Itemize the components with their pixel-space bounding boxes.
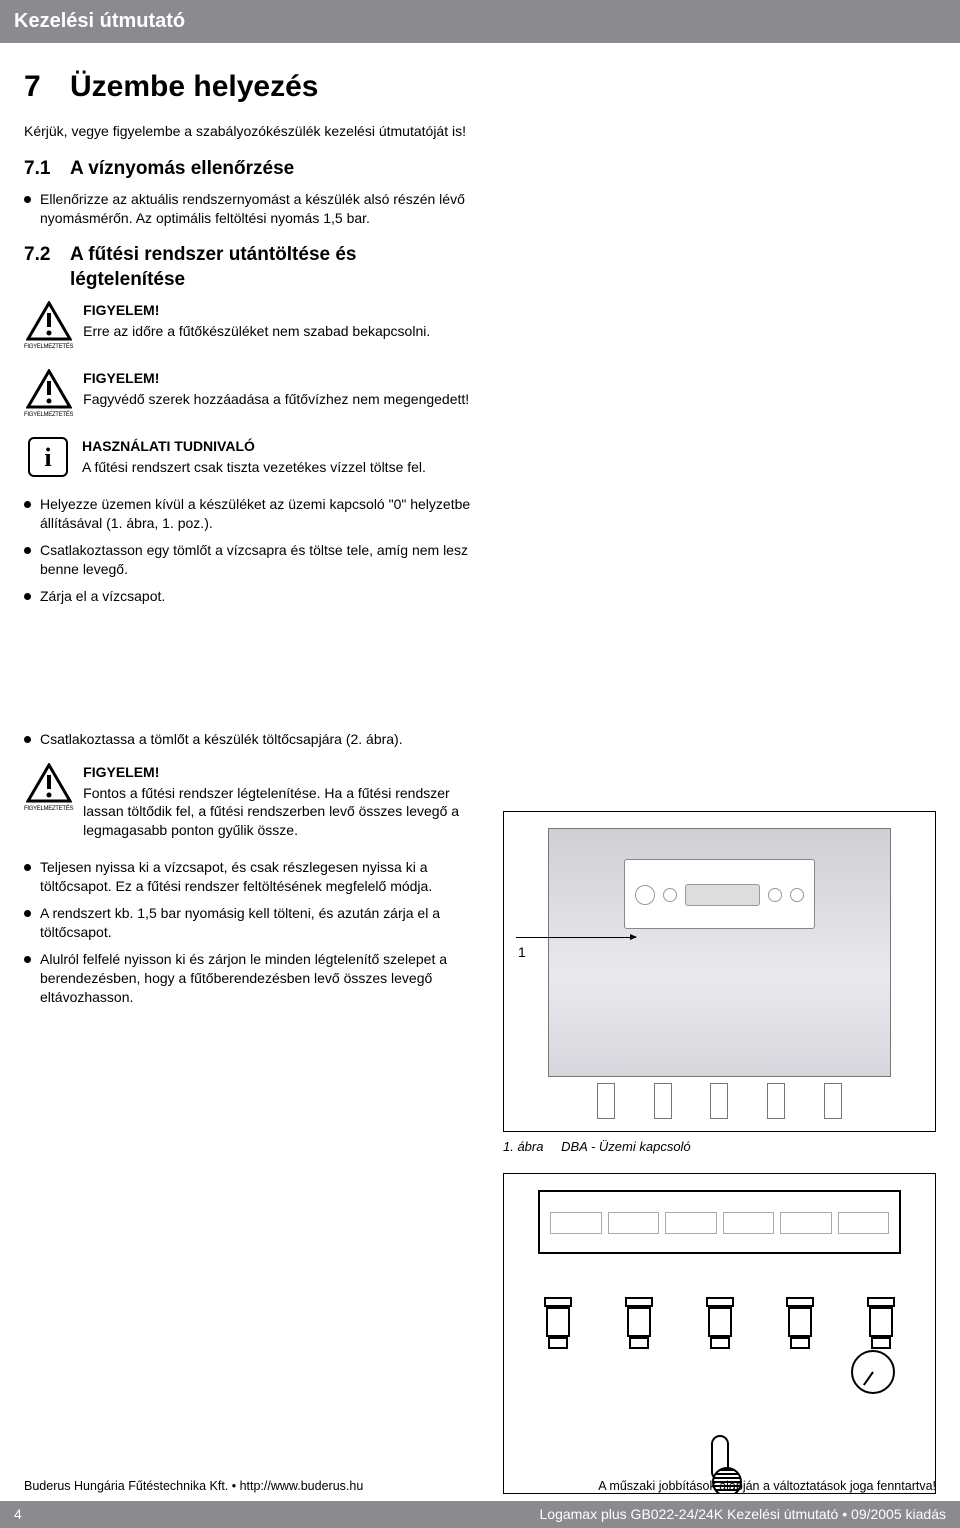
footer-disclaimer: A műszaki jobbítások alapján a változtat… [598, 1478, 936, 1495]
section-7-2-number: 7.2 [24, 242, 70, 268]
list-item: Csatlakoztassa a tömlőt a készülék töltő… [24, 730, 479, 749]
figure-1-pointer-label: 1 [518, 943, 526, 962]
list-item: Ellenőrizze az aktuális rendszernyomást … [24, 190, 479, 228]
section-7-1-list: Ellenőrizze az aktuális rendszernyomást … [24, 190, 479, 228]
section-7-1-heading: 7.1A víznyomás ellenőrzése [24, 156, 479, 182]
header-title: Kezelési útmutató [14, 10, 185, 32]
info-text: A fűtési rendszert csak tiszta vezetékes… [82, 458, 426, 477]
section-7-2-title: A fűtési rendszer utántöltése és légtele… [70, 242, 475, 293]
page-body: 7Üzembe helyezés Kérjük, vegye figyelemb… [0, 43, 960, 1528]
figure-1: 1 [503, 811, 936, 1132]
left-column: 7Üzembe helyezés Kérjük, vegye figyelemb… [24, 61, 479, 1518]
warning-icon: FIGYELMEZTETÉS [24, 301, 73, 351]
warning-caption: FIGYELMEZTETÉS [24, 805, 73, 813]
header-bar: Kezelési útmutató [0, 0, 960, 43]
warning-1: FIGYELMEZTETÉS FIGYELEM! Erre az időre a… [24, 301, 479, 351]
chapter-title: Üzembe helyezés [70, 70, 318, 103]
warning-title: FIGYELEM! [83, 369, 469, 388]
warning-title: FIGYELEM! [83, 763, 479, 782]
figure-1-caption: 1. ábra DBA - Üzemi kapcsoló [503, 1138, 936, 1156]
figure-1-label: 1. ábra [503, 1139, 543, 1154]
warning-3: FIGYELMEZTETÉS FIGYELEM! Fontos a fűtési… [24, 763, 479, 841]
steps-c-list: Teljesen nyissa ki a vízcsapot, és csak … [24, 858, 479, 1006]
section-7-2-heading: 7.2A fűtési rendszer utántöltése és légt… [24, 242, 479, 293]
warning-text: Fagyvédő szerek hozzáadása a fűtővízhez … [83, 390, 469, 409]
list-item: A rendszert kb. 1,5 bar nyomásig kell tö… [24, 904, 479, 942]
section-7-1-number: 7.1 [24, 156, 70, 182]
chapter-heading: 7Üzembe helyezés [24, 67, 479, 108]
list-item: Alulról felfelé nyisson ki és zárjon le … [24, 950, 479, 1007]
warning-caption: FIGYELMEZTETÉS [24, 343, 73, 351]
info-title: HASZNÁLATI TUDNIVALÓ [82, 437, 426, 456]
section-7-1-title: A víznyomás ellenőrzése [70, 156, 475, 182]
footer-page-number: 4 [14, 1505, 22, 1524]
figure-2 [503, 1173, 936, 1494]
warning-icon: FIGYELMEZTETÉS [24, 369, 73, 419]
intro-paragraph: Kérjük, vegye figyelembe a szabályozókés… [24, 122, 479, 141]
list-item: Teljesen nyissa ki a vízcsapot, és csak … [24, 858, 479, 896]
footer: Buderus Hungária Fűtéstechnika Kft. • ht… [0, 1473, 960, 1528]
warning-2: FIGYELMEZTETÉS FIGYELEM! Fagyvédő szerek… [24, 369, 479, 419]
warning-caption: FIGYELMEZTETÉS [24, 411, 73, 419]
warning-text: Fontos a fűtési rendszer légtelenítése. … [83, 784, 479, 841]
footer-doc-title: Logamax plus GB022-24/24K Kezelési útmut… [540, 1505, 947, 1524]
figure-1-text: DBA - Üzemi kapcsoló [561, 1139, 691, 1154]
right-column: 1 1. ábra DBA - Üzemi kapcsoló [503, 61, 936, 1518]
chapter-number: 7 [24, 67, 70, 108]
warning-icon: FIGYELMEZTETÉS [24, 763, 73, 813]
steps-b-list: Csatlakoztassa a tömlőt a készülék töltő… [24, 730, 479, 749]
list-item: Zárja el a vízcsapot. [24, 587, 479, 606]
steps-a-list: Helyezze üzemen kívül a készüléket az üz… [24, 495, 479, 605]
warning-title: FIGYELEM! [83, 301, 430, 320]
list-item: Helyezze üzemen kívül a készüléket az üz… [24, 495, 479, 533]
info-icon: i [24, 437, 72, 477]
list-item: Csatlakoztasson egy tömlőt a vízcsapra é… [24, 541, 479, 579]
footer-company: Buderus Hungária Fűtéstechnika Kft. • ht… [24, 1478, 363, 1495]
info-note: i HASZNÁLATI TUDNIVALÓ A fűtési rendszer… [24, 437, 479, 477]
warning-text: Erre az időre a fűtőkészüléket nem szaba… [83, 322, 430, 341]
